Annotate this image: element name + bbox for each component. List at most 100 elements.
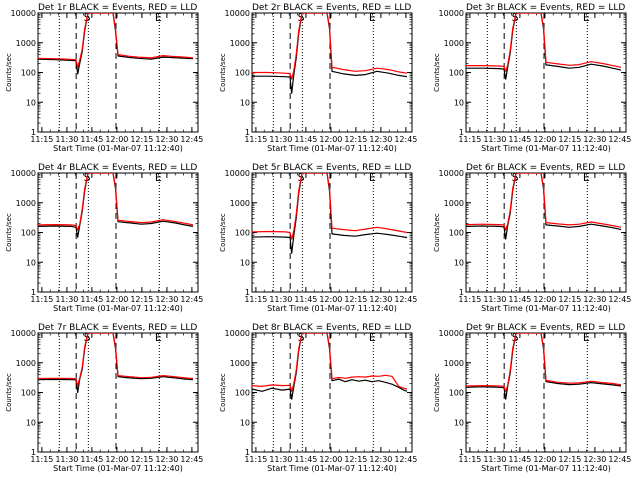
x-tick-label: 11:45	[508, 455, 531, 464]
end-marker-label: E	[583, 11, 590, 24]
x-tick-label: 12:30	[583, 135, 606, 144]
y-axis-label: Counts/sec	[219, 53, 227, 92]
x-tick-label: 12:30	[369, 295, 392, 304]
x-tick-label: 11:15	[244, 135, 267, 144]
y-tick-label: 100	[449, 69, 464, 78]
x-tick-label: 11:30	[269, 295, 292, 304]
x-tick-label: 12:45	[394, 295, 417, 304]
series-group	[466, 173, 622, 240]
panel-title: Det 9r BLACK = Events, RED = LLD	[466, 323, 625, 333]
x-tick-label: 12:00	[533, 455, 556, 464]
panel-det-3r: Det 3r BLACK = Events, RED = LLD 1 10 100 10…	[433, 3, 631, 153]
y-tick-label: 1	[31, 288, 36, 297]
x-tick-label: 11:15	[30, 135, 53, 144]
series-line-events	[466, 173, 622, 240]
x-axis-label: Start Time (01-Mar-07 11:12:40)	[481, 144, 611, 153]
y-tick-label: 10	[454, 258, 464, 267]
panel-title: Det 5r BLACK = Events, RED = LLD	[252, 163, 411, 173]
x-tick-label: 12:15	[558, 295, 581, 304]
x-tick-label: 12:15	[558, 135, 581, 144]
x-tick-label: 12:30	[583, 455, 606, 464]
series-line-lld	[466, 333, 622, 392]
end-marker-label: E	[369, 171, 376, 184]
end-marker-label: E	[155, 331, 162, 344]
y-tick-label: 100	[449, 229, 464, 238]
x-tick-label: 12:15	[130, 135, 153, 144]
x-tick-label: 11:45	[294, 135, 317, 144]
y-tick-label: 1	[459, 128, 464, 137]
series-group	[38, 333, 194, 394]
y-tick-label: 10000	[439, 9, 464, 18]
series-line-events	[38, 173, 194, 238]
series-line-lld	[252, 13, 408, 80]
x-tick-label: 11:30	[483, 295, 506, 304]
x-tick-label: 11:15	[458, 455, 481, 464]
y-tick-label: 1	[245, 288, 250, 297]
series-group	[252, 13, 408, 94]
panel-title: Det 8r BLACK = Events, RED = LLD	[252, 323, 411, 333]
y-tick-label: 100	[449, 389, 464, 398]
y-tick-label: 10000	[225, 169, 250, 178]
y-tick-label: 1000	[16, 359, 36, 368]
series-line-lld	[38, 333, 194, 387]
y-tick-label: 1	[245, 128, 250, 137]
x-tick-label: 11:15	[30, 295, 53, 304]
y-tick-label: 10	[26, 418, 36, 427]
y-tick-label: 10000	[225, 9, 250, 18]
x-tick-label: 12:45	[180, 455, 203, 464]
x-tick-label: 12:00	[319, 295, 342, 304]
series-group	[38, 173, 194, 238]
end-marker-label: E	[155, 171, 162, 184]
panel-det-9r: Det 9r BLACK = Events, RED = LLD 1 10 100 10…	[433, 323, 631, 473]
x-tick-label: 12:15	[344, 295, 367, 304]
panel-title: Det 4r BLACK = Events, RED = LLD	[38, 163, 197, 173]
series-line-lld	[252, 333, 408, 392]
y-tick-label: 10000	[11, 9, 36, 18]
series-line-events	[466, 333, 622, 400]
x-tick-label: 12:15	[344, 455, 367, 464]
end-marker-label: E	[369, 11, 376, 24]
y-tick-label: 1000	[444, 359, 464, 368]
panel-title: Det 2r BLACK = Events, RED = LLD	[252, 3, 411, 13]
x-tick-label: 12:00	[105, 135, 128, 144]
y-tick-label: 1000	[230, 199, 250, 208]
series-line-events	[466, 13, 622, 80]
series-group	[466, 13, 622, 80]
x-tick-label: 11:15	[244, 295, 267, 304]
x-tick-label: 12:45	[180, 295, 203, 304]
x-axis-label: Start Time (01-Mar-07 11:12:40)	[267, 304, 397, 313]
series-group	[252, 173, 408, 254]
x-tick-label: 11:45	[80, 135, 103, 144]
x-axis-label: Start Time (01-Mar-07 11:12:40)	[53, 464, 183, 473]
panel-det-1r: Det 1r BLACK = Events, RED = LLD 1 10 100 10…	[5, 3, 203, 153]
x-axis-label: Start Time (01-Mar-07 11:12:40)	[267, 144, 397, 153]
series-group	[466, 333, 622, 400]
x-tick-label: 11:30	[269, 455, 292, 464]
x-tick-label: 11:15	[30, 455, 53, 464]
x-tick-label: 11:45	[294, 295, 317, 304]
panel-title: Det 6r BLACK = Events, RED = LLD	[466, 163, 625, 173]
y-tick-label: 100	[21, 69, 36, 78]
x-tick-label: 11:30	[483, 455, 506, 464]
x-tick-label: 12:15	[130, 455, 153, 464]
y-tick-label: 1000	[444, 39, 464, 48]
panel-det-8r: Det 8r BLACK = Events, RED = LLD 1 10 100 10…	[219, 323, 417, 473]
y-tick-label: 10000	[225, 329, 250, 338]
x-tick-label: 12:30	[155, 455, 178, 464]
x-tick-label: 12:15	[130, 295, 153, 304]
plot-frame	[37, 12, 199, 133]
panel-title: Det 3r BLACK = Events, RED = LLD	[466, 3, 625, 13]
x-tick-label: 12:45	[394, 455, 417, 464]
x-tick-label: 12:15	[558, 455, 581, 464]
x-tick-label: 11:45	[294, 455, 317, 464]
x-tick-label: 11:15	[458, 295, 481, 304]
y-axis-label: Counts/sec	[433, 373, 441, 412]
y-axis-label: Counts/sec	[433, 53, 441, 92]
x-tick-label: 12:00	[105, 295, 128, 304]
y-tick-label: 10000	[439, 329, 464, 338]
series-line-lld	[466, 173, 622, 231]
x-tick-label: 12:30	[583, 295, 606, 304]
end-marker-label: E	[583, 331, 590, 344]
x-tick-label: 11:45	[80, 295, 103, 304]
